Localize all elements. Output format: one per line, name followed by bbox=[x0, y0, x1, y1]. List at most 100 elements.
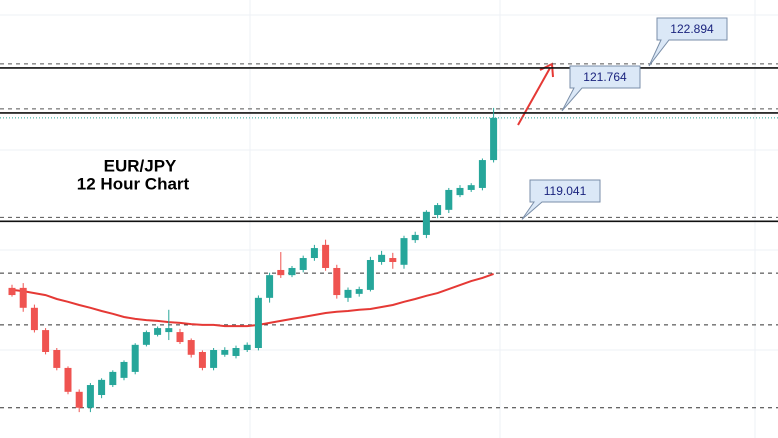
candle bbox=[366, 256, 374, 292]
candle bbox=[456, 185, 464, 198]
candle bbox=[131, 343, 139, 375]
candle-body bbox=[490, 117, 498, 161]
candle-body bbox=[210, 350, 218, 368]
candle bbox=[8, 284, 16, 297]
candle-body bbox=[478, 160, 486, 188]
candle bbox=[322, 239, 330, 271]
candle-body bbox=[53, 350, 61, 368]
candle bbox=[120, 360, 128, 381]
moving-average bbox=[11, 272, 494, 328]
candle-body bbox=[165, 328, 173, 333]
candle bbox=[478, 158, 486, 191]
candle bbox=[232, 345, 240, 359]
candle-body bbox=[86, 385, 94, 408]
candle bbox=[98, 378, 106, 399]
candle bbox=[400, 235, 408, 269]
candle-body bbox=[131, 344, 139, 372]
candle-body bbox=[254, 297, 262, 349]
candle bbox=[53, 348, 61, 371]
candle bbox=[75, 389, 83, 413]
candle bbox=[467, 183, 475, 192]
candle bbox=[266, 272, 274, 303]
candle-body bbox=[98, 379, 106, 395]
callout-label: 119.041 bbox=[544, 184, 587, 198]
candle bbox=[176, 328, 184, 345]
candle-body bbox=[30, 307, 38, 331]
callout-box bbox=[521, 179, 601, 220]
candle-body bbox=[176, 332, 184, 343]
candle-body bbox=[42, 330, 50, 352]
callout-box bbox=[648, 17, 728, 67]
candle-body bbox=[445, 189, 453, 210]
candle bbox=[243, 342, 251, 352]
arrow-shaft bbox=[517, 67, 551, 126]
candle-body bbox=[333, 267, 341, 296]
candle-body bbox=[411, 234, 419, 241]
candle-body bbox=[277, 269, 285, 276]
candle-body bbox=[400, 238, 408, 265]
candle bbox=[187, 338, 195, 358]
candle-body bbox=[456, 187, 464, 196]
candle bbox=[445, 187, 453, 214]
candle bbox=[389, 252, 397, 269]
candle-body bbox=[288, 267, 296, 276]
candle-body bbox=[366, 260, 374, 290]
candle bbox=[142, 330, 150, 347]
candle-body bbox=[243, 344, 251, 351]
candle bbox=[434, 203, 442, 219]
chart-subtitle: 12 Hour Chart bbox=[77, 174, 190, 193]
candle bbox=[299, 255, 307, 273]
candle bbox=[378, 250, 386, 265]
candle bbox=[86, 383, 94, 413]
candle bbox=[254, 295, 262, 351]
candle bbox=[165, 309, 173, 341]
candle bbox=[490, 107, 498, 163]
candle bbox=[411, 231, 419, 243]
candle-body bbox=[142, 332, 150, 345]
candle bbox=[277, 252, 285, 278]
candle bbox=[154, 326, 162, 337]
trend-arrow bbox=[517, 62, 554, 126]
candle-body bbox=[221, 350, 229, 355]
callout-label: 122.894 bbox=[670, 22, 714, 36]
candle bbox=[288, 265, 296, 278]
candle-body bbox=[232, 348, 240, 356]
chart-title: EUR/JPY bbox=[104, 156, 177, 175]
candle-body bbox=[389, 258, 397, 263]
candle-body bbox=[198, 351, 206, 368]
candle bbox=[42, 328, 50, 355]
candle-body bbox=[434, 205, 442, 216]
candle bbox=[422, 210, 430, 239]
callout-label: 121.764 bbox=[583, 70, 627, 84]
candle bbox=[355, 286, 363, 297]
candle bbox=[221, 347, 229, 357]
candle bbox=[109, 370, 117, 388]
candle-body bbox=[109, 371, 117, 386]
callout-box bbox=[561, 65, 641, 112]
candle-body bbox=[64, 367, 72, 392]
candle-body bbox=[299, 258, 307, 270]
candle-body bbox=[310, 248, 318, 259]
candle bbox=[64, 366, 72, 395]
candle-body bbox=[187, 340, 195, 355]
candle-body bbox=[344, 289, 352, 298]
candle-body bbox=[154, 328, 162, 335]
candle-body bbox=[422, 211, 430, 235]
candle bbox=[19, 283, 27, 312]
candle-body bbox=[467, 185, 475, 190]
candle-body bbox=[19, 287, 27, 308]
candle bbox=[198, 350, 206, 371]
candle-body bbox=[322, 244, 330, 268]
candle-body bbox=[266, 275, 274, 298]
candle-body bbox=[8, 287, 16, 296]
candle bbox=[30, 304, 38, 333]
candle bbox=[344, 287, 352, 302]
candle-body bbox=[120, 361, 128, 378]
candle bbox=[333, 264, 341, 299]
candle-body bbox=[75, 391, 83, 408]
candle-body bbox=[355, 289, 363, 294]
candle bbox=[210, 348, 218, 371]
